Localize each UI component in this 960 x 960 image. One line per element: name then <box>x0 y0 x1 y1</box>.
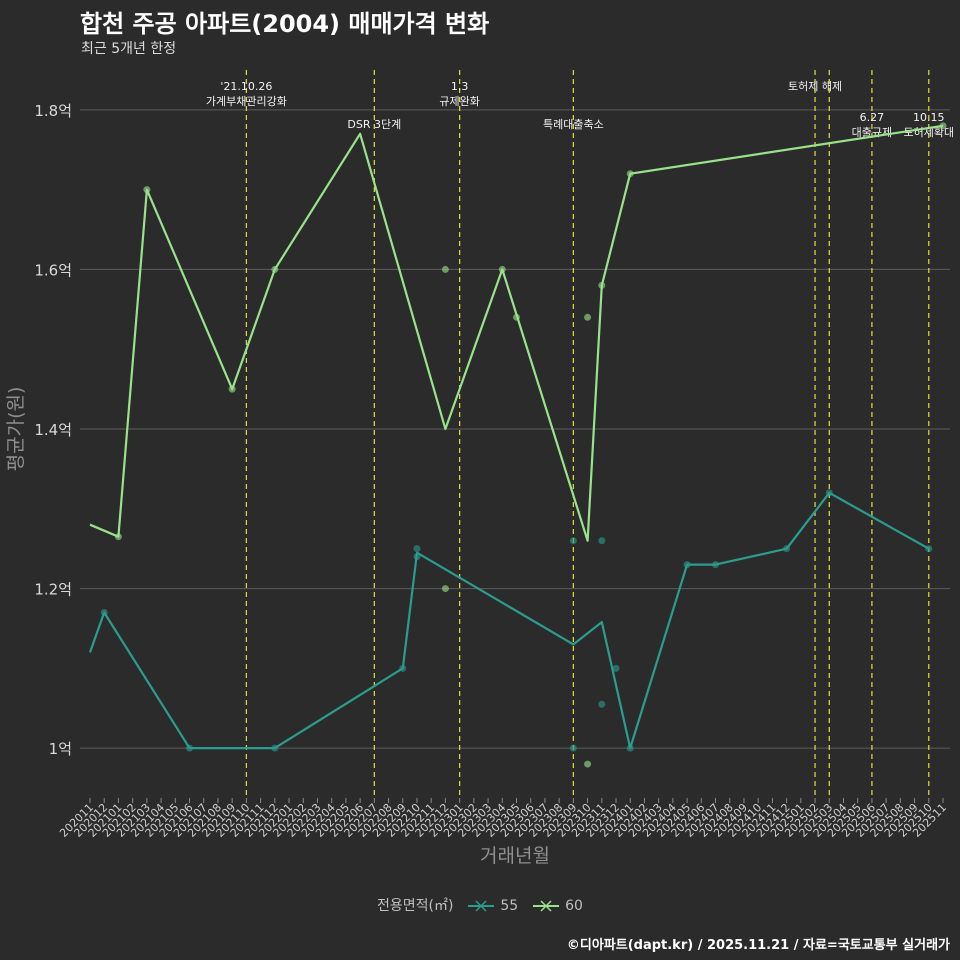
event-label: DSR 3단계 <box>347 118 401 131</box>
data-point-60 <box>939 122 947 130</box>
event-label: 6.27 <box>860 111 885 124</box>
event-label: 특례대출축소 <box>543 118 604 131</box>
event-label: 1.3 <box>451 80 469 93</box>
legend-title: 전용면적(㎡) <box>377 898 454 914</box>
data-point-60 <box>498 265 506 273</box>
chart-subtitle: 최근 5개년 한정 <box>81 41 177 57</box>
legend-label-60: 60 <box>565 898 583 914</box>
x-axis-title: 거래년월 <box>480 845 550 867</box>
event-label: 가계부채관리강화 <box>206 95 287 108</box>
legend: 전용면적(㎡) 55 60 <box>0 895 960 915</box>
y-tick-label: 1.4억 <box>34 421 72 439</box>
data-point-60 <box>228 385 236 393</box>
legend-key-55-icon <box>467 900 494 912</box>
data-point-55 <box>683 561 691 569</box>
legend-item-55: 55 <box>466 898 518 914</box>
y-tick-label: 1.6억 <box>34 261 72 279</box>
data-point-55 <box>598 537 606 545</box>
event-label: 10.15 <box>913 111 945 124</box>
data-point-55 <box>569 744 577 752</box>
legend-key-60-icon <box>532 900 559 912</box>
data-point-60 <box>598 281 606 289</box>
y-tick-label: 1.8억 <box>34 102 72 120</box>
legend-item-60: 60 <box>531 898 583 914</box>
series-line-55 <box>88 491 930 750</box>
data-point-55 <box>399 664 407 672</box>
data-point-55 <box>612 664 620 672</box>
data-point-60 <box>441 585 449 593</box>
data-point-55 <box>825 489 833 497</box>
event-label: 토허제 해제 <box>788 79 842 93</box>
data-point-55 <box>100 609 108 616</box>
data-point-55 <box>186 744 194 752</box>
data-point-55 <box>413 553 421 561</box>
data-point-60 <box>513 313 520 321</box>
data-point-60 <box>114 533 122 541</box>
data-point-60 <box>584 313 592 321</box>
legend-label-55: 55 <box>500 898 519 914</box>
data-point-55 <box>569 537 577 545</box>
source-caption: ©디아파트(dapt.kr) / 2025.11.21 / 자료=국토교통부 실… <box>566 938 950 953</box>
data-point-55 <box>271 744 279 752</box>
chart-title: 합천 주공 아파트(2004) 매매가격 변화 <box>80 10 490 38</box>
data-point-55 <box>712 561 720 569</box>
data-point-55 <box>626 744 634 752</box>
data-point-55 <box>925 545 933 553</box>
data-point-60 <box>143 186 151 194</box>
y-tick-label: 1.2억 <box>34 581 72 599</box>
data-point-60 <box>441 265 449 273</box>
event-label: 규제완화 <box>439 95 479 108</box>
series-line-60 <box>89 124 944 542</box>
event-label: '21.10.26 <box>220 80 272 93</box>
data-point-60 <box>584 760 592 768</box>
data-point-55 <box>598 700 606 708</box>
y-tick-label: 1억 <box>49 740 72 758</box>
data-point-60 <box>626 170 634 178</box>
data-point-55 <box>413 545 421 553</box>
data-point-60 <box>271 265 279 273</box>
data-point-55 <box>783 545 791 553</box>
y-axis-title: 평균가(원) <box>5 387 27 472</box>
